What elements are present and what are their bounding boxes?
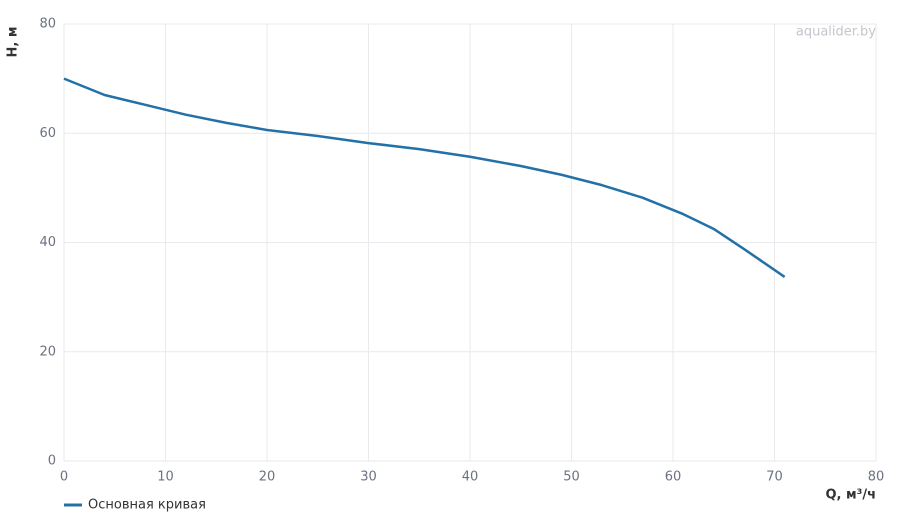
data-line <box>63 77 786 278</box>
x-tick-label: 60 <box>665 470 682 485</box>
x-axis-title: Q, м³/ч <box>825 488 876 503</box>
x-tick-label: 10 <box>157 470 174 485</box>
x-tick-label: 20 <box>259 470 276 485</box>
x-tick-label: 80 <box>868 470 885 485</box>
watermark: aqualider.by <box>796 25 876 40</box>
y-axis-title: H, м <box>6 27 21 58</box>
y-tick-label: 40 <box>39 235 56 250</box>
x-tick-label: 0 <box>60 470 68 485</box>
x-tick-label: 70 <box>766 470 783 485</box>
y-tick-label: 60 <box>39 126 56 141</box>
legend-label: Основная кривая <box>88 498 206 513</box>
y-tick-label: 80 <box>39 17 56 32</box>
x-tick-label: 30 <box>360 470 377 485</box>
y-tick-label: 20 <box>39 344 56 359</box>
x-tick-label: 40 <box>462 470 479 485</box>
x-tick-label: 50 <box>563 470 580 485</box>
y-tick-label: 0 <box>48 454 56 469</box>
